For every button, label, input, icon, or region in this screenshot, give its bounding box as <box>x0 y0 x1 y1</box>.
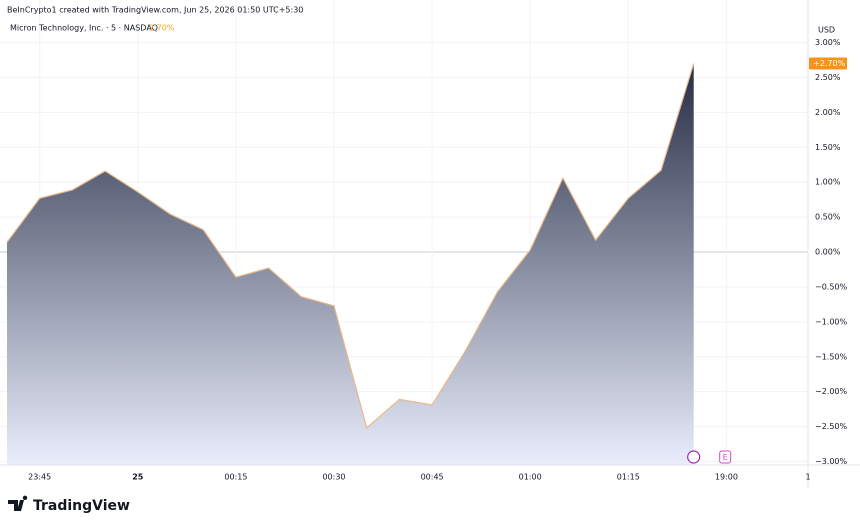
y-tick-label: 0.50% <box>815 213 841 222</box>
x-tick-label: 25 <box>132 473 144 482</box>
earnings-icon <box>719 450 732 464</box>
logo-icon <box>8 495 28 511</box>
x-tick-label: 00:30 <box>322 473 345 482</box>
axes: 3.00% 2.50% 2.00% 1.50% 1.00% 0.50% 0.00% −0.50… <box>28 38 847 481</box>
x-tick-label: 1 <box>805 473 810 482</box>
y-tick-label: 0.00% <box>815 248 841 257</box>
y-tick-label: −2.50% <box>815 422 848 431</box>
x-tick-label: 19:00 <box>715 473 738 482</box>
x-tick-label: 01:00 <box>519 473 542 482</box>
y-tick-label: −0.50% <box>815 282 848 291</box>
logo: TradingView <box>8 495 130 514</box>
plot: E <box>6 63 732 465</box>
x-tick-label: 00:45 <box>421 473 444 482</box>
last-price-label: +2.70% <box>813 59 846 68</box>
y-tick-label: −3.00% <box>815 457 848 466</box>
earnings-label: E <box>723 453 728 462</box>
credit: BeInCrypto1 created with TradingView.com… <box>7 6 303 15</box>
price-line <box>6 63 695 430</box>
y-tick-label: 3.00% <box>815 38 841 47</box>
area-fill <box>7 63 694 465</box>
y-tick-label: −1.50% <box>815 352 848 361</box>
y-tick-label: −1.00% <box>815 317 848 326</box>
y-tick-label: 1.00% <box>815 178 841 187</box>
currency: USD <box>818 26 835 35</box>
y-tick-label: 2.50% <box>815 73 841 82</box>
chart-title: Micron Technology, Inc. · 5 · NASDAQ <box>10 24 158 33</box>
change-label: 2.70% <box>149 24 175 33</box>
y-tick-label: 1.50% <box>815 143 841 152</box>
y-tick-label: 2.00% <box>815 108 841 117</box>
event-icon <box>687 450 701 464</box>
x-tick-label: 01:15 <box>617 473 640 482</box>
last-price-badge <box>809 57 847 70</box>
y-tick-label: −2.00% <box>815 387 848 396</box>
x-tick-label: 00:15 <box>224 473 247 482</box>
logo-text: TradingView <box>33 498 130 514</box>
x-tick-label: 23:45 <box>28 473 51 482</box>
